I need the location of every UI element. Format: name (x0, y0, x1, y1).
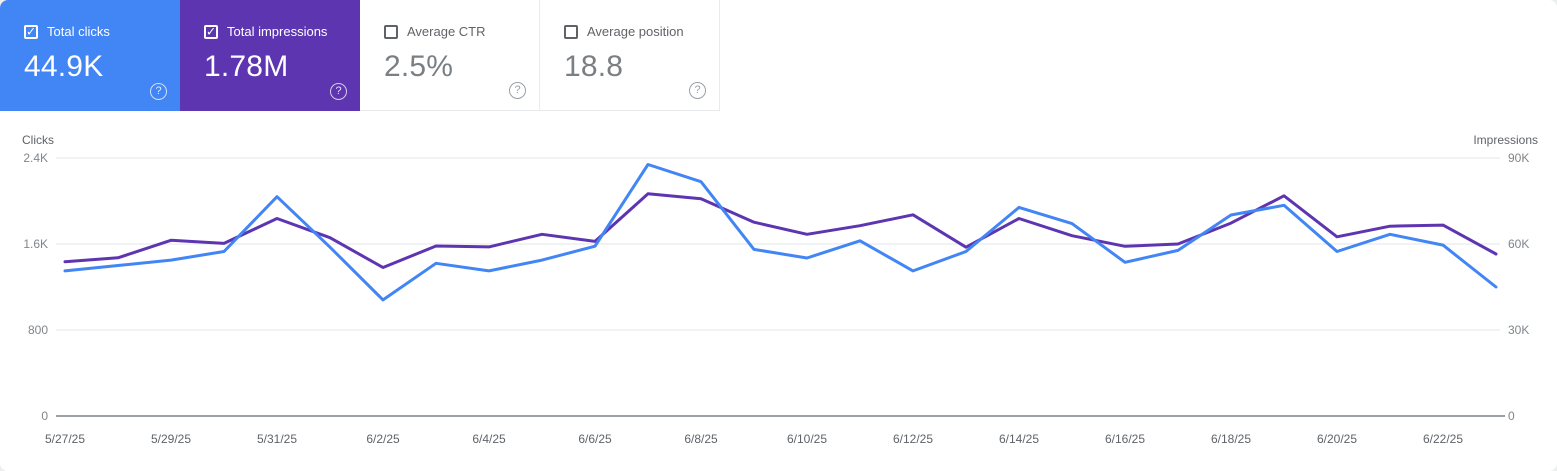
help-icon[interactable]: ? (330, 83, 347, 100)
right-axis-tick-label: 60K (1508, 237, 1530, 251)
metric-value: 2.5% (384, 50, 454, 83)
x-axis-tick-label: 6/2/25 (366, 432, 400, 446)
x-axis-tick-label: 6/8/25 (684, 432, 718, 446)
metric-value: 1.78M (204, 50, 289, 83)
x-axis-tick-label: 6/12/25 (892, 432, 934, 446)
checkbox-checked-icon[interactable]: ✓ (24, 24, 38, 39)
x-axis-tick-label: 6/22/25 (1422, 432, 1464, 446)
metric-label: Average position (587, 24, 684, 39)
x-axis-tick-label: 6/14/25 (998, 432, 1040, 446)
chart-canvas (56, 157, 1505, 417)
x-axis-tick-label: 5/31/25 (256, 432, 298, 446)
checkbox-checked-icon[interactable]: ✓ (204, 24, 218, 39)
left-axis-tick-label: 0 (41, 409, 48, 423)
x-axis-tick-label: 6/4/25 (472, 432, 506, 446)
checkbox-unchecked-icon[interactable] (384, 24, 398, 39)
metric-value: 18.8 (564, 50, 624, 83)
performance-line-chart: Clicks Impressions 0 800 1.6K 2.4K 0 30K 60K 90… (0, 120, 1557, 471)
card-average-ctr[interactable]: Average CTR 2.5% ? (360, 0, 540, 111)
left-axis-title: Clicks (22, 133, 54, 147)
left-axis-tick-label: 1.6K (23, 237, 48, 251)
help-icon[interactable]: ? (689, 82, 706, 99)
help-icon[interactable]: ? (509, 82, 526, 99)
clicks-line-series (63, 163, 1498, 302)
x-axis-tick-label: 6/16/25 (1104, 432, 1146, 446)
x-axis-tick-label: 5/29/25 (150, 432, 192, 446)
right-axis-tick-label: 0 (1508, 409, 1515, 423)
metric-label: Total impressions (227, 24, 328, 39)
card-total-impressions[interactable]: ✓ Total impressions 1.78M ? (180, 0, 360, 111)
left-axis-tick-label: 2.4K (23, 151, 48, 165)
help-icon[interactable]: ? (150, 83, 167, 100)
x-axis-tick-label: 6/18/25 (1210, 432, 1252, 446)
left-axis-tick-label: 800 (27, 323, 48, 337)
right-axis-title: Impressions (1473, 133, 1538, 147)
metric-label: Average CTR (407, 24, 486, 39)
right-axis-tick-label: 30K (1508, 323, 1530, 337)
metric-cards-row: ✓ Total clicks 44.9K ? ✓ Total impressio… (0, 0, 720, 111)
metric-value: 44.9K (24, 50, 104, 83)
card-average-position[interactable]: Average position 18.8 ? (540, 0, 720, 111)
card-total-clicks[interactable]: ✓ Total clicks 44.9K ? (0, 0, 180, 111)
x-axis-tick-label: 6/20/25 (1316, 432, 1358, 446)
x-axis-tick-label: 6/10/25 (786, 432, 828, 446)
checkbox-unchecked-icon[interactable] (564, 24, 578, 39)
x-axis-tick-label: 5/27/25 (44, 432, 86, 446)
metric-label: Total clicks (47, 24, 110, 39)
right-axis-tick-label: 90K (1508, 151, 1530, 165)
x-axis-tick-label: 6/6/25 (578, 432, 612, 446)
